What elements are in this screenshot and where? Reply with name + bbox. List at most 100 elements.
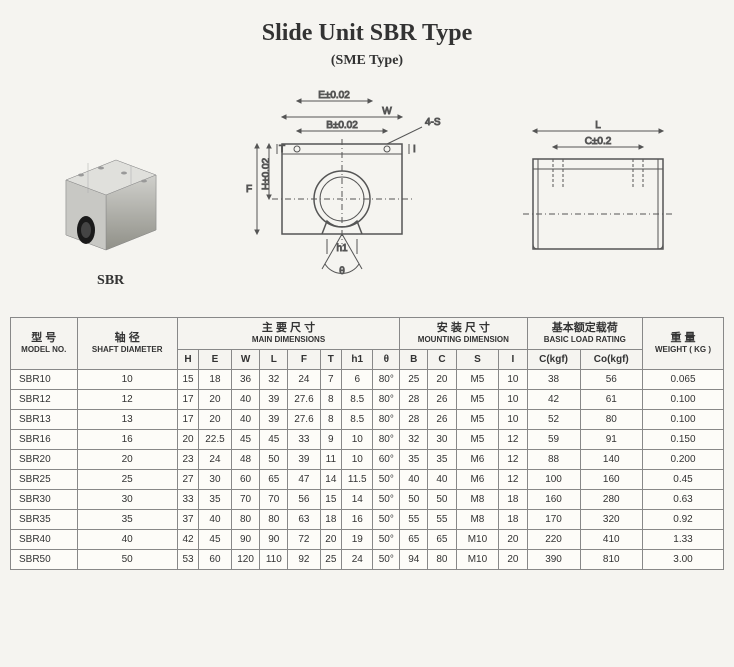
cell-value: 24 bbox=[288, 369, 320, 389]
dim-label-h1: h1 bbox=[336, 243, 348, 254]
dim-label-C: C±0.2 bbox=[585, 136, 612, 147]
cell-value: 17 bbox=[177, 409, 198, 429]
cell-value: 27.6 bbox=[288, 389, 320, 409]
cell-value: 100 bbox=[527, 469, 580, 489]
cell-value: 110 bbox=[260, 549, 288, 569]
cell-value: 25 bbox=[320, 549, 341, 569]
cell-value: M5 bbox=[456, 369, 499, 389]
cell-value: 18 bbox=[320, 509, 341, 529]
cell-value: 50° bbox=[373, 509, 400, 529]
col-header: F bbox=[288, 349, 320, 369]
col-header: T bbox=[320, 349, 341, 369]
cell-value: 20 bbox=[320, 529, 341, 549]
dim-label-I: I bbox=[413, 144, 416, 155]
cell-value: 27.6 bbox=[288, 409, 320, 429]
cell-value: 8.5 bbox=[342, 389, 373, 409]
col-header: E bbox=[199, 349, 231, 369]
col-header: C bbox=[428, 349, 456, 369]
cell-value: 0.100 bbox=[643, 389, 724, 409]
cell-model: SBR50 bbox=[11, 549, 78, 569]
cell-value: 50° bbox=[373, 489, 400, 509]
hdr-model: 型 号 MODEL NO. bbox=[11, 318, 78, 370]
cell-shaft: 10 bbox=[77, 369, 177, 389]
cell-value: M8 bbox=[456, 509, 499, 529]
cell-value: 59 bbox=[527, 429, 580, 449]
col-header: S bbox=[456, 349, 499, 369]
cell-value: 27 bbox=[177, 469, 198, 489]
cell-value: 11.5 bbox=[342, 469, 373, 489]
front-view-drawing: E±0.02 W B±0.02 4-S bbox=[227, 89, 457, 289]
table-row: SBR16162022.545453391080°3230M51259910.1… bbox=[11, 429, 724, 449]
cell-value: 80° bbox=[373, 389, 400, 409]
table-row: SBR252527306065471411.550°4040M612100160… bbox=[11, 469, 724, 489]
hdr-main: 主 要 尺 寸 MAIN DIMENSIONS bbox=[177, 318, 399, 350]
table-row: SBR101015183632247680°2520M51038560.065 bbox=[11, 369, 724, 389]
cell-value: 39 bbox=[260, 389, 288, 409]
cell-value: 9 bbox=[320, 429, 341, 449]
col-header: h1 bbox=[342, 349, 373, 369]
cell-value: 26 bbox=[428, 389, 456, 409]
cell-value: 20 bbox=[177, 429, 198, 449]
cell-value: 1.33 bbox=[643, 529, 724, 549]
cell-value: 32 bbox=[260, 369, 288, 389]
cell-value: M6 bbox=[456, 449, 499, 469]
cell-value: 410 bbox=[580, 529, 643, 549]
cell-value: 11 bbox=[320, 449, 341, 469]
cell-value: 90 bbox=[260, 529, 288, 549]
cell-value: 0.100 bbox=[643, 409, 724, 429]
cell-value: 33 bbox=[288, 429, 320, 449]
cell-value: 0.63 bbox=[643, 489, 724, 509]
cell-value: M5 bbox=[456, 429, 499, 449]
cell-value: 280 bbox=[580, 489, 643, 509]
cell-shaft: 30 bbox=[77, 489, 177, 509]
product-label: SBR bbox=[46, 273, 176, 289]
cell-value: 40 bbox=[231, 409, 260, 429]
cell-model: SBR20 bbox=[11, 449, 78, 469]
cell-value: 65 bbox=[400, 529, 428, 549]
col-header: H bbox=[177, 349, 198, 369]
cell-value: 18 bbox=[499, 509, 527, 529]
cell-value: 80° bbox=[373, 369, 400, 389]
cell-value: 7 bbox=[320, 369, 341, 389]
cell-value: 12 bbox=[499, 449, 527, 469]
product-render bbox=[46, 135, 176, 265]
dim-label-H: H±0.02 bbox=[261, 157, 272, 190]
col-header: L bbox=[260, 349, 288, 369]
cell-value: 390 bbox=[527, 549, 580, 569]
cell-value: 53 bbox=[177, 549, 198, 569]
cell-value: 16 bbox=[342, 509, 373, 529]
col-header: W bbox=[231, 349, 260, 369]
cell-value: 61 bbox=[580, 389, 643, 409]
cell-value: 56 bbox=[580, 369, 643, 389]
cell-value: 0.45 bbox=[643, 469, 724, 489]
cell-value: 63 bbox=[288, 509, 320, 529]
dim-label-E: E±0.02 bbox=[318, 90, 350, 101]
cell-value: 38 bbox=[527, 369, 580, 389]
cell-value: 65 bbox=[428, 529, 456, 549]
cell-value: 8.5 bbox=[342, 409, 373, 429]
cell-value: 320 bbox=[580, 509, 643, 529]
cell-value: 0.200 bbox=[643, 449, 724, 469]
cell-value: 15 bbox=[320, 489, 341, 509]
page-title: Slide Unit SBR Type bbox=[10, 20, 724, 47]
col-header: Co(kgf) bbox=[580, 349, 643, 369]
cell-value: 30 bbox=[428, 429, 456, 449]
cell-value: 170 bbox=[527, 509, 580, 529]
cell-value: 10 bbox=[499, 369, 527, 389]
table-row: SBR20202324485039111060°3535M612881400.2… bbox=[11, 449, 724, 469]
page-subtitle: (SME Type) bbox=[10, 53, 724, 69]
cell-value: 28 bbox=[400, 409, 428, 429]
cell-value: 56 bbox=[288, 489, 320, 509]
cell-value: 65 bbox=[260, 469, 288, 489]
cell-value: 120 bbox=[231, 549, 260, 569]
cell-value: 8 bbox=[320, 409, 341, 429]
cell-value: 72 bbox=[288, 529, 320, 549]
cell-value: 17 bbox=[177, 389, 198, 409]
cell-value: 45 bbox=[260, 429, 288, 449]
cell-value: 220 bbox=[527, 529, 580, 549]
cell-model: SBR40 bbox=[11, 529, 78, 549]
cell-value: M10 bbox=[456, 549, 499, 569]
cell-value: 80 bbox=[260, 509, 288, 529]
cell-value: M5 bbox=[456, 409, 499, 429]
cell-value: 20 bbox=[428, 369, 456, 389]
